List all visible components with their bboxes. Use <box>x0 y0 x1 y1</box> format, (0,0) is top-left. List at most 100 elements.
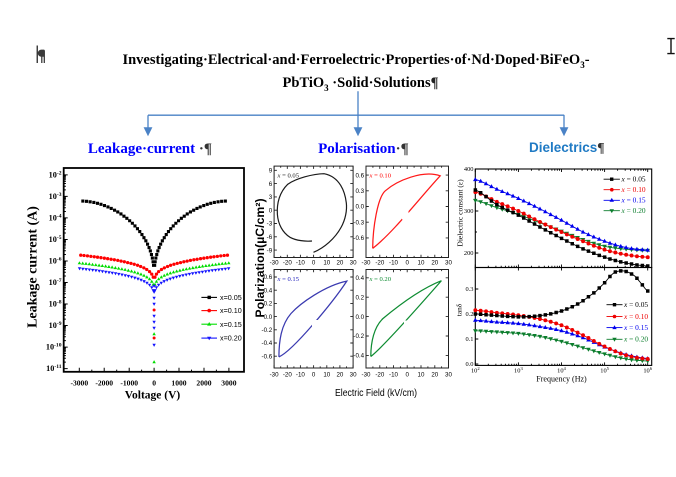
svg-text:x = 0.10: x = 0.10 <box>369 173 392 180</box>
svg-text:Voltage (V): Voltage (V) <box>125 390 181 402</box>
svg-text:20: 20 <box>431 259 438 266</box>
svg-text:0.3: 0.3 <box>355 188 364 195</box>
svg-text:x = 0.10: x = 0.10 <box>621 185 646 194</box>
svg-text:-6: -6 <box>267 234 273 241</box>
svg-text:x = 0.20: x = 0.20 <box>621 206 646 215</box>
svg-text:Frequency (Hz): Frequency (Hz) <box>536 375 587 384</box>
svg-text:-20: -20 <box>283 259 293 266</box>
svg-text:-0.6: -0.6 <box>353 235 364 242</box>
svg-text:-20: -20 <box>283 372 293 379</box>
svg-text:0: 0 <box>269 207 273 214</box>
svg-text:-0.2: -0.2 <box>353 333 364 340</box>
svg-text:0.2: 0.2 <box>264 301 273 308</box>
svg-text:x = 0.15: x = 0.15 <box>623 323 648 332</box>
svg-text:200: 200 <box>464 250 474 257</box>
svg-text:0.4: 0.4 <box>355 275 364 282</box>
svg-text:20: 20 <box>336 372 343 379</box>
svg-text:10-11: 10-11 <box>46 364 62 373</box>
svg-text:x = 0.10: x = 0.10 <box>623 312 648 321</box>
svg-text:-30: -30 <box>270 259 280 266</box>
svg-text:0: 0 <box>152 378 156 387</box>
svg-text:-2000: -2000 <box>95 378 113 387</box>
svg-text:105: 105 <box>600 366 609 374</box>
svg-text:0.6: 0.6 <box>264 274 273 281</box>
svg-text:10-10: 10-10 <box>46 343 62 352</box>
svg-text:x = 0.05: x = 0.05 <box>623 300 648 309</box>
svg-text:0.0: 0.0 <box>466 361 474 368</box>
svg-text:0.0: 0.0 <box>355 204 364 211</box>
svg-text:10-5: 10-5 <box>49 235 62 244</box>
svg-text:x = 0.20: x = 0.20 <box>623 335 648 344</box>
svg-text:-3: -3 <box>267 221 273 228</box>
svg-text:10-3: 10-3 <box>49 192 62 201</box>
svg-text:300: 300 <box>464 208 474 215</box>
svg-text:-9: -9 <box>267 247 273 254</box>
svg-text:3000: 3000 <box>221 378 236 387</box>
svg-text:-0.4: -0.4 <box>262 340 273 347</box>
svg-text:-20: -20 <box>375 259 385 266</box>
svg-text:0.4: 0.4 <box>264 287 273 294</box>
svg-text:106: 106 <box>643 366 652 374</box>
svg-text:-10: -10 <box>389 372 399 379</box>
svg-text:0.2: 0.2 <box>466 311 474 318</box>
svg-text:-3000: -3000 <box>70 378 88 387</box>
svg-text:0: 0 <box>405 259 409 266</box>
svg-text:x=0.20: x=0.20 <box>220 334 242 343</box>
svg-text:0.1: 0.1 <box>466 336 474 343</box>
svg-text:x = 0.05: x = 0.05 <box>277 173 300 180</box>
svg-text:30: 30 <box>445 259 452 266</box>
svg-text:10: 10 <box>418 259 425 266</box>
svg-text:30: 30 <box>350 372 357 379</box>
svg-text:-0.2: -0.2 <box>262 327 273 334</box>
svg-text:10-9: 10-9 <box>49 321 62 330</box>
svg-text:20: 20 <box>336 259 343 266</box>
svg-text:3: 3 <box>269 194 273 201</box>
svg-text:-0.4: -0.4 <box>353 353 364 360</box>
svg-text:10-7: 10-7 <box>49 278 62 287</box>
svg-text:30: 30 <box>350 259 357 266</box>
svg-text:x=0.10: x=0.10 <box>220 306 242 315</box>
svg-text:-20: -20 <box>375 372 385 379</box>
svg-text:10-6: 10-6 <box>49 257 62 266</box>
svg-text:0: 0 <box>312 259 316 266</box>
svg-text:0.2: 0.2 <box>355 294 364 301</box>
svg-text:-30: -30 <box>270 372 280 379</box>
svg-text:103: 103 <box>514 366 523 374</box>
svg-text:10-2: 10-2 <box>49 170 62 179</box>
svg-text:0: 0 <box>312 372 316 379</box>
svg-text:10: 10 <box>323 372 330 379</box>
svg-text:0.6: 0.6 <box>355 172 364 179</box>
svg-text:20: 20 <box>431 372 438 379</box>
svg-text:-10: -10 <box>296 372 306 379</box>
svg-text:-1000: -1000 <box>120 378 138 387</box>
svg-text:x = 0.20: x = 0.20 <box>369 276 392 283</box>
svg-text:x = 0.15: x = 0.15 <box>621 196 646 205</box>
svg-text:2000: 2000 <box>196 378 211 387</box>
svg-text:x=0.05: x=0.05 <box>220 293 242 302</box>
svg-text:1000: 1000 <box>171 378 186 387</box>
svg-text:0: 0 <box>405 372 409 379</box>
svg-text:0.3: 0.3 <box>466 286 474 293</box>
svg-text:-30: -30 <box>362 259 372 266</box>
svg-text:tanδ: tanδ <box>455 303 464 316</box>
svg-text:Electric Field (kV/cm): Electric Field (kV/cm) <box>335 387 417 399</box>
svg-text:x = 0.15: x = 0.15 <box>277 276 300 283</box>
svg-text:102: 102 <box>471 366 480 374</box>
svg-text:x = 0.05: x = 0.05 <box>621 175 646 184</box>
svg-text:10-8: 10-8 <box>49 300 62 309</box>
svg-text:104: 104 <box>557 366 566 374</box>
svg-text:400: 400 <box>464 166 474 173</box>
svg-text:9: 9 <box>269 168 273 175</box>
svg-text:-10: -10 <box>296 259 306 266</box>
svg-text:-0.3: -0.3 <box>353 219 364 226</box>
svg-text:-30: -30 <box>362 372 372 379</box>
svg-text:-10: -10 <box>389 259 399 266</box>
svg-text:0.0: 0.0 <box>264 314 273 321</box>
svg-text:Leakage current (A): Leakage current (A) <box>26 206 41 328</box>
svg-text:10: 10 <box>418 372 425 379</box>
svg-text:30: 30 <box>445 372 452 379</box>
svg-text:Polarization(µC/cm²): Polarization(µC/cm²) <box>253 198 267 317</box>
svg-text:0.0: 0.0 <box>355 314 364 321</box>
svg-text:6: 6 <box>269 181 273 188</box>
svg-text:10-4: 10-4 <box>49 213 62 222</box>
